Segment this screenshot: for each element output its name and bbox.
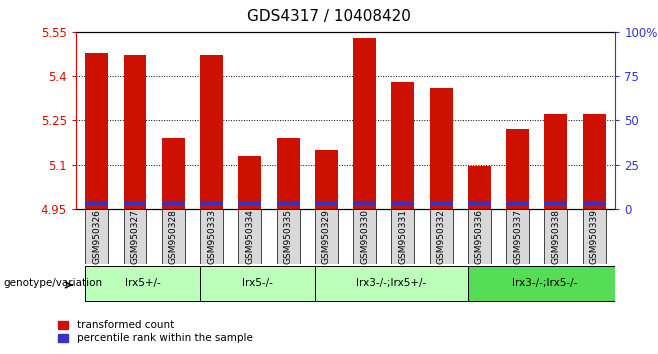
Bar bbox=[162, 201, 185, 205]
Bar bbox=[506, 201, 529, 205]
Bar bbox=[430, 88, 453, 209]
FancyBboxPatch shape bbox=[544, 209, 567, 264]
Bar bbox=[124, 201, 147, 205]
Text: GSM950334: GSM950334 bbox=[245, 209, 254, 264]
FancyBboxPatch shape bbox=[124, 209, 147, 264]
Bar bbox=[200, 56, 223, 209]
Text: GSM950327: GSM950327 bbox=[130, 209, 139, 264]
Bar bbox=[86, 201, 108, 205]
Bar bbox=[353, 201, 376, 205]
FancyBboxPatch shape bbox=[86, 266, 200, 301]
FancyBboxPatch shape bbox=[506, 209, 529, 264]
Text: GSM950339: GSM950339 bbox=[590, 209, 599, 264]
Bar bbox=[583, 114, 605, 209]
Bar bbox=[544, 114, 567, 209]
FancyBboxPatch shape bbox=[200, 209, 223, 264]
Text: GSM950331: GSM950331 bbox=[398, 209, 407, 264]
Bar bbox=[238, 201, 261, 205]
Bar bbox=[315, 150, 338, 209]
Bar bbox=[506, 129, 529, 209]
FancyBboxPatch shape bbox=[315, 266, 468, 301]
FancyBboxPatch shape bbox=[315, 209, 338, 264]
Bar bbox=[162, 138, 185, 209]
Bar bbox=[392, 201, 415, 205]
Text: GSM950333: GSM950333 bbox=[207, 209, 216, 264]
FancyBboxPatch shape bbox=[238, 209, 261, 264]
Bar bbox=[353, 38, 376, 209]
Bar bbox=[276, 138, 299, 209]
Bar bbox=[86, 52, 108, 209]
FancyBboxPatch shape bbox=[162, 209, 185, 264]
Text: GSM950337: GSM950337 bbox=[513, 209, 522, 264]
Text: lrx3-/-;lrx5+/-: lrx3-/-;lrx5+/- bbox=[356, 278, 426, 288]
Text: GSM950332: GSM950332 bbox=[437, 209, 445, 264]
Text: genotype/variation: genotype/variation bbox=[3, 278, 103, 288]
FancyBboxPatch shape bbox=[583, 209, 605, 264]
Legend: transformed count, percentile rank within the sample: transformed count, percentile rank withi… bbox=[58, 320, 253, 343]
FancyBboxPatch shape bbox=[200, 266, 315, 301]
Bar bbox=[583, 201, 605, 205]
Bar bbox=[430, 201, 453, 205]
Bar bbox=[468, 201, 491, 205]
FancyBboxPatch shape bbox=[468, 266, 621, 301]
Bar bbox=[200, 201, 223, 205]
Text: GSM950326: GSM950326 bbox=[92, 209, 101, 264]
Bar bbox=[238, 156, 261, 209]
Bar bbox=[124, 56, 147, 209]
FancyBboxPatch shape bbox=[392, 209, 415, 264]
Bar bbox=[544, 201, 567, 205]
Text: GSM950328: GSM950328 bbox=[168, 209, 178, 264]
Text: GSM950329: GSM950329 bbox=[322, 209, 331, 264]
Bar bbox=[392, 82, 415, 209]
Bar bbox=[468, 166, 491, 209]
Text: lrx3-/-;lrx5-/-: lrx3-/-;lrx5-/- bbox=[512, 278, 577, 288]
Text: lrx5-/-: lrx5-/- bbox=[242, 278, 273, 288]
Bar bbox=[315, 201, 338, 205]
FancyBboxPatch shape bbox=[353, 209, 376, 264]
FancyBboxPatch shape bbox=[276, 209, 299, 264]
Text: GDS4317 / 10408420: GDS4317 / 10408420 bbox=[247, 9, 411, 24]
FancyBboxPatch shape bbox=[86, 209, 108, 264]
Bar bbox=[276, 201, 299, 205]
Text: GSM950335: GSM950335 bbox=[284, 209, 293, 264]
FancyBboxPatch shape bbox=[468, 209, 491, 264]
Text: lrx5+/-: lrx5+/- bbox=[125, 278, 161, 288]
FancyBboxPatch shape bbox=[430, 209, 453, 264]
Text: GSM950330: GSM950330 bbox=[360, 209, 369, 264]
Text: GSM950338: GSM950338 bbox=[551, 209, 561, 264]
Text: GSM950336: GSM950336 bbox=[475, 209, 484, 264]
